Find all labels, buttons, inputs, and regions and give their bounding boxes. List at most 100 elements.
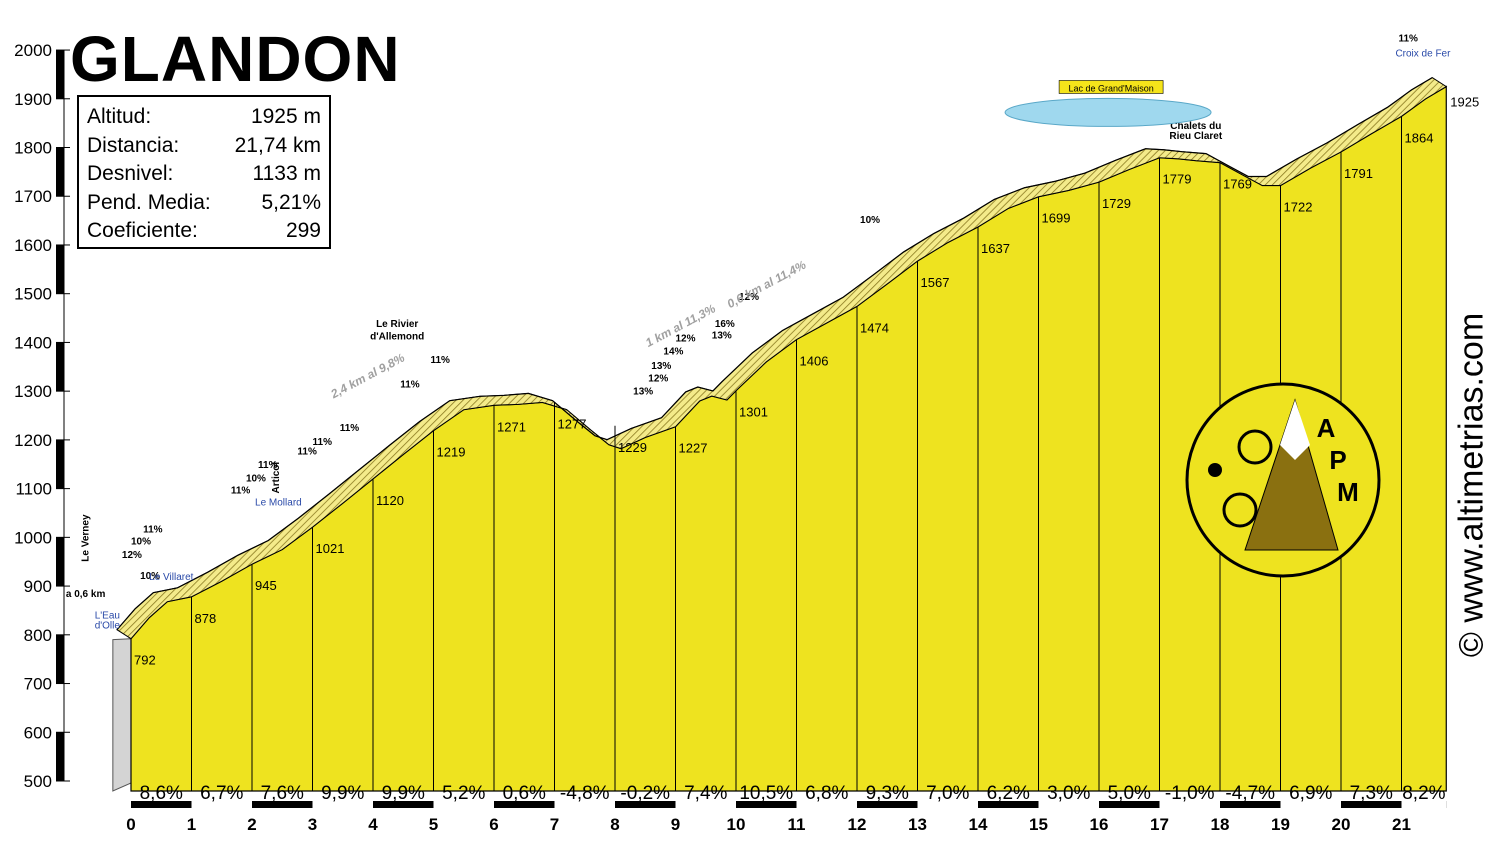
x-tick-label: 3 — [308, 815, 317, 834]
gradient-annotation: 16% — [715, 319, 735, 330]
y-axis-block — [56, 634, 64, 684]
km-altitude-label: 1925 — [1450, 95, 1479, 110]
y-axis-block — [56, 244, 64, 294]
y-tick-label: 600 — [24, 723, 52, 742]
km-altitude-label: 1567 — [921, 275, 950, 290]
segment-gradient-label: -4,7% — [1225, 783, 1275, 804]
place-label: Le Mollard — [255, 498, 302, 509]
y-tick-label: 800 — [24, 626, 52, 645]
gradient-annotation: 11% — [143, 524, 163, 535]
page-title: GLANDON — [70, 23, 401, 95]
x-tick-label: 19 — [1271, 815, 1290, 834]
segment-gradient-label: 8,6% — [140, 783, 183, 804]
km-altitude-label: 792 — [134, 653, 156, 668]
x-axis-bar — [131, 801, 1447, 808]
stat-label: Distancia: — [87, 133, 180, 157]
gradient-annotation: 11% — [231, 485, 251, 496]
apm-logo — [1185, 382, 1381, 578]
stat-label: Altitud: — [87, 105, 152, 128]
km-altitude-label: 1229 — [618, 440, 647, 455]
start-block — [112, 638, 132, 792]
segment-gradient-label: 9,9% — [382, 783, 425, 804]
y-tick-label: 1600 — [14, 236, 52, 255]
place-label: Lac de Grand'Maison — [1068, 83, 1153, 93]
y-tick-label: 1400 — [14, 333, 52, 352]
gradient-annotation: 11% — [297, 447, 317, 458]
place-label: Le Verney — [81, 514, 92, 562]
place-label-box — [1058, 80, 1164, 94]
segment-gradient-label: 7,4% — [684, 783, 727, 804]
segment-gradient-label: 5,2% — [442, 783, 485, 804]
segment-gradient-label: 8,2% — [1402, 783, 1445, 804]
x-tick-label: 20 — [1332, 815, 1351, 834]
gradient-annotation: 12% — [648, 373, 668, 384]
gradient-annotation: 11% — [313, 437, 333, 448]
place-label: a 0,6 km — [66, 589, 106, 600]
segment-gradient-label: 10,5% — [739, 783, 793, 804]
x-tick-label: 1 — [187, 815, 196, 834]
x-tick-label: 14 — [969, 815, 988, 834]
gradient-annotation: 12% — [122, 550, 142, 561]
y-axis-block — [56, 439, 64, 489]
km-altitude-label: 1637 — [981, 241, 1010, 256]
y-axis-block — [56, 342, 64, 392]
segment-gradient-label: 6,9% — [1289, 783, 1332, 804]
y-axis-block — [56, 537, 64, 587]
y-tick-label: 1100 — [15, 480, 52, 499]
place-label: Rieu Claret — [1169, 131, 1222, 142]
stat-row-coeficiente: Coeficiente: 299 — [87, 217, 321, 246]
x-tick-label: 13 — [908, 815, 927, 834]
km-altitude-label: 1791 — [1344, 166, 1373, 181]
lake-shape — [1004, 97, 1212, 127]
gradient-annotation: 11% — [258, 460, 278, 471]
x-tick-label: 8 — [610, 815, 619, 834]
x-tick-label: 0 — [126, 815, 135, 834]
segment-gradient-label: -1,0% — [1165, 783, 1215, 804]
y-axis-block — [56, 50, 64, 99]
x-tick-label: 12 — [848, 815, 867, 834]
stats-box: Altitud: 1925 m Distancia: 21,74 km Desniv… — [77, 95, 331, 249]
km-altitude-label: 1864 — [1405, 130, 1434, 145]
segment-gradient-label: -4,8% — [560, 783, 610, 804]
segment-gradient-label: 7,0% — [926, 783, 969, 804]
x-axis-segment — [1401, 801, 1447, 808]
segment-gradient-label: 0,6% — [503, 783, 546, 804]
site-credit: © www.altimetrias.com — [1452, 312, 1492, 657]
km-altitude-label: 1769 — [1223, 177, 1252, 192]
gradient-annotation: 13% — [651, 361, 671, 372]
km-altitude-label: 1722 — [1284, 200, 1313, 215]
km-altitude-label: 1227 — [679, 441, 708, 456]
place-label: d'Olle — [95, 620, 121, 631]
gradient-annotation: 11% — [340, 423, 360, 434]
stat-label: Coeficiente: — [87, 219, 198, 242]
x-axis-segment — [675, 801, 736, 808]
x-tick-label: 10 — [727, 815, 746, 834]
mountain-icon — [1244, 398, 1339, 551]
stat-value: 5,21% — [261, 190, 321, 214]
gradient-annotation: 10% — [140, 571, 160, 582]
y-tick-label: 1500 — [14, 285, 52, 304]
gradient-annotation: 10% — [246, 473, 266, 484]
place-label: d'Allemond — [370, 332, 424, 343]
km-altitude-label: 1779 — [1163, 172, 1192, 187]
bicycle-wheel-icon — [1237, 429, 1273, 465]
km-altitude-label: 1271 — [497, 419, 526, 434]
x-axis-segment — [191, 801, 252, 808]
place-label: L'Eau — [95, 611, 120, 622]
place-label: Chalets du — [1170, 121, 1221, 132]
km-altitude-label: 1301 — [739, 405, 768, 420]
segment-gradient-label: 7,6% — [261, 783, 304, 804]
y-axis-block — [56, 732, 64, 781]
segment-gradient-label: 3,0% — [1047, 783, 1090, 804]
x-axis-segment — [1038, 801, 1099, 808]
km-altitude-label: 1021 — [316, 541, 345, 556]
y-tick-label: 900 — [24, 577, 52, 596]
y-tick-label: 1000 — [14, 528, 52, 547]
gradient-annotation: 13% — [633, 387, 653, 398]
x-tick-label: 18 — [1211, 815, 1230, 834]
y-tick-label: 1300 — [14, 382, 52, 401]
x-tick-label: 16 — [1090, 815, 1109, 834]
km-altitude-label: 1729 — [1102, 196, 1131, 211]
stat-value: 1133 m — [252, 162, 322, 185]
mountain-snow-icon — [1280, 400, 1310, 460]
